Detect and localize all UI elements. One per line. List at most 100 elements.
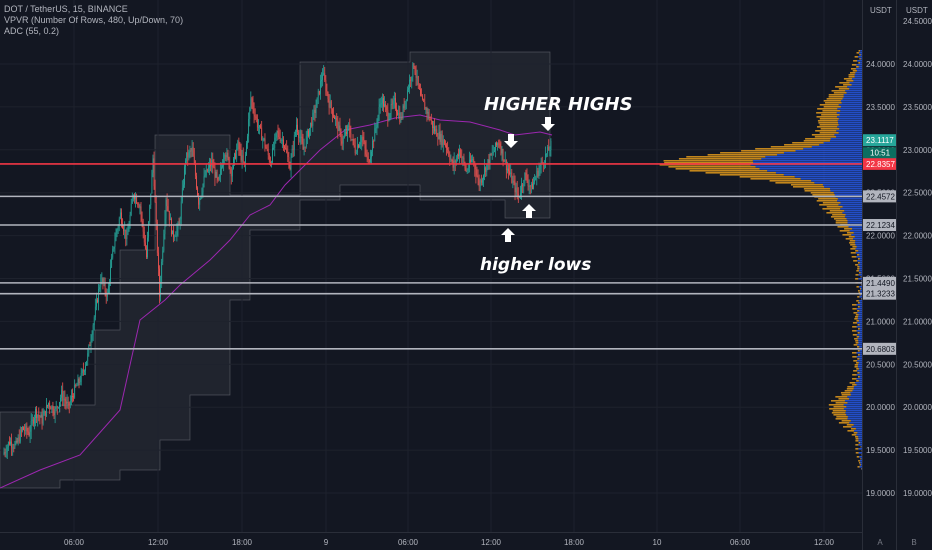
candle-body	[521, 184, 522, 194]
vp-bar-up	[859, 456, 862, 458]
vpvr-legend[interactable]: VPVR (Number Of Rows, 480, Up/Down, 70)	[4, 15, 184, 25]
vp-bar-up	[859, 302, 862, 304]
candle-body	[441, 133, 443, 145]
candle-body	[16, 440, 18, 443]
candle-body	[399, 112, 401, 122]
candle-body	[315, 107, 317, 114]
symbol-legend[interactable]: DOT / TetherUS, 15, BINANCE	[4, 4, 128, 14]
candle-body	[478, 177, 480, 187]
candle-body	[317, 90, 319, 98]
candle-body	[268, 155, 270, 162]
vp-bar-up	[843, 404, 862, 406]
vp-bar-down	[854, 56, 858, 58]
candle-body	[460, 149, 462, 158]
vp-bar-up	[851, 84, 862, 86]
candle-body	[393, 98, 395, 101]
candle-body	[298, 132, 300, 138]
vp-bar-down	[816, 116, 837, 118]
candle-body	[385, 104, 387, 107]
candle-body	[7, 442, 9, 447]
higher-highs-annotation: HIGHER HIGHS	[484, 94, 633, 115]
vp-bar-down	[810, 192, 834, 194]
vp-bar-down	[818, 122, 839, 124]
vp-bar-up	[856, 434, 862, 436]
candle-body	[524, 172, 526, 184]
candle-body	[139, 206, 141, 208]
vp-bar-up	[859, 306, 862, 308]
candle-body	[101, 278, 103, 283]
vp-bar-up	[857, 260, 862, 262]
vp-bar-up	[842, 212, 862, 214]
candle-body	[390, 104, 392, 115]
candle-body	[261, 127, 263, 141]
adc-legend[interactable]: ADC (55, 0.2)	[4, 26, 60, 36]
vp-bar-up	[853, 238, 862, 240]
vp-bar-down	[822, 208, 841, 210]
vp-bar-up	[853, 424, 862, 426]
vp-bar-up	[856, 256, 862, 258]
vp-bar-up	[855, 252, 862, 254]
vp-bar-down	[853, 260, 858, 262]
candle-body	[92, 325, 94, 335]
vp-bar-up	[853, 80, 862, 82]
candle-body	[284, 146, 285, 149]
vp-bar-up	[795, 150, 862, 152]
vp-bar-down	[815, 130, 837, 132]
vp-bar-down	[858, 62, 861, 64]
candle-body	[63, 398, 65, 401]
vp-bar-down	[822, 110, 841, 112]
candle-body	[177, 223, 179, 230]
candle-body	[123, 227, 124, 232]
vp-bar-up	[858, 342, 862, 344]
candle-body	[425, 108, 427, 110]
candle-body	[396, 108, 397, 113]
levels-group	[0, 163, 862, 350]
vp-bar-down	[854, 316, 859, 318]
vp-bar-up	[840, 202, 862, 204]
candle-body	[454, 160, 456, 163]
vp-bar-down	[855, 448, 859, 450]
candle-body	[47, 405, 48, 407]
vp-bar-up	[855, 244, 862, 246]
vp-bar-down	[833, 406, 847, 408]
vp-bar-down	[856, 52, 859, 54]
candle-body	[523, 183, 525, 187]
vp-bar-up	[853, 430, 862, 432]
candle-body	[46, 405, 47, 416]
vp-bar-up	[847, 402, 862, 404]
vp-bar-down	[839, 230, 850, 232]
vp-bar-down	[860, 458, 862, 460]
candle-body	[113, 246, 115, 249]
candle-body	[196, 175, 197, 188]
vp-bar-down	[719, 174, 784, 176]
vp-bar-down	[852, 246, 857, 248]
candle-body	[276, 130, 278, 134]
candle-body	[203, 176, 205, 185]
vp-bar-down	[770, 146, 812, 148]
candle-body	[238, 141, 240, 149]
vp-bar-up	[856, 64, 862, 66]
candle-body	[371, 151, 372, 158]
vp-bar-down	[852, 334, 857, 336]
candle-body	[299, 137, 301, 139]
candle-body	[202, 184, 204, 193]
candle-body	[462, 157, 464, 159]
candle-body	[424, 101, 426, 110]
candle-body	[234, 153, 235, 159]
candle-body	[420, 89, 421, 96]
vp-bar-up	[850, 394, 862, 396]
candle-body	[520, 193, 521, 196]
candle-body	[470, 159, 471, 162]
candle-body	[11, 441, 12, 448]
vp-bar-up	[859, 310, 862, 312]
vp-bar-up	[840, 208, 862, 210]
candle-body	[461, 157, 463, 159]
candle-body	[31, 419, 33, 421]
vp-bar-down	[852, 70, 857, 72]
vp-bar-down	[823, 100, 841, 102]
candle-body	[204, 175, 206, 177]
candle-body	[366, 154, 368, 157]
candle-body	[56, 406, 58, 408]
candle-body	[426, 108, 428, 114]
